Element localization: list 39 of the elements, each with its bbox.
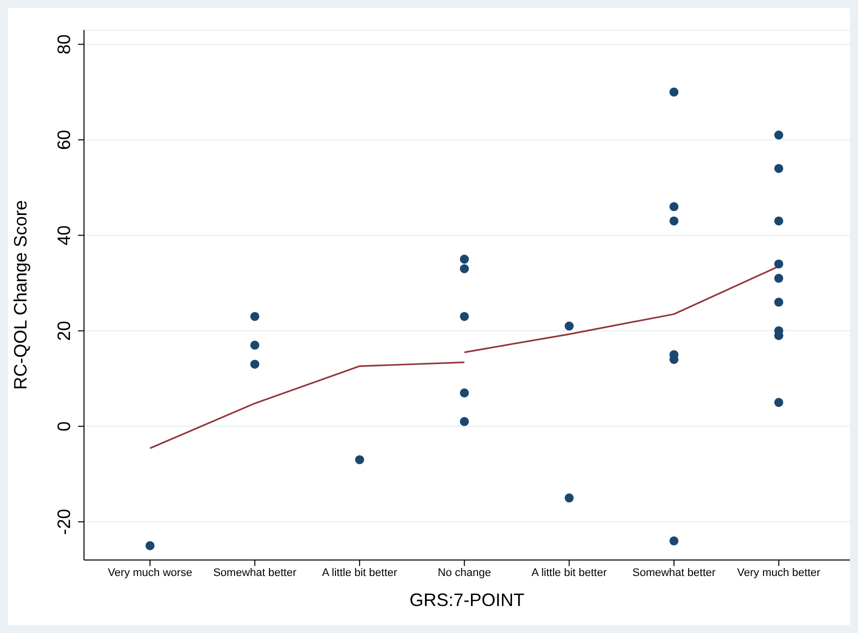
point bbox=[774, 130, 784, 140]
point bbox=[460, 264, 469, 274]
x-tick-label: No change bbox=[438, 566, 491, 579]
point bbox=[564, 322, 574, 331]
x-axis-title: GRS:7-POINT bbox=[409, 590, 525, 610]
x-tick-label: A little bit better bbox=[532, 566, 608, 579]
x-tick-label: Very much worse bbox=[108, 566, 192, 579]
y-tick-label: 0 bbox=[54, 421, 74, 432]
point bbox=[669, 536, 678, 546]
point bbox=[669, 202, 678, 212]
point bbox=[460, 417, 469, 426]
y-axis-title: RC-QOL Change Score bbox=[10, 200, 30, 390]
point bbox=[355, 455, 364, 464]
point bbox=[774, 398, 784, 407]
y-tick-label: 80 bbox=[54, 34, 74, 54]
line-series bbox=[149, 362, 466, 450]
point bbox=[774, 274, 784, 283]
point bbox=[460, 254, 469, 264]
point bbox=[250, 340, 260, 350]
point bbox=[774, 259, 784, 268]
x-tick-label: A little bit better bbox=[322, 566, 398, 579]
x-tick-label: Very much better bbox=[737, 566, 821, 579]
point bbox=[250, 360, 260, 369]
point bbox=[774, 216, 784, 226]
point bbox=[564, 493, 574, 502]
point bbox=[146, 541, 155, 550]
x-tick-label: Somewhat better bbox=[632, 566, 716, 579]
point bbox=[774, 164, 784, 173]
x-tick-label: Somewhat better bbox=[213, 566, 297, 579]
point bbox=[669, 88, 678, 97]
point bbox=[460, 312, 469, 321]
y-tick-label: 20 bbox=[54, 320, 74, 341]
y-tick-label: -20 bbox=[54, 508, 74, 535]
y-tick-label: 60 bbox=[54, 130, 74, 150]
point bbox=[250, 312, 260, 321]
y-tick-label: 40 bbox=[54, 225, 74, 246]
point bbox=[460, 388, 469, 398]
point bbox=[669, 216, 678, 226]
point bbox=[774, 298, 784, 307]
